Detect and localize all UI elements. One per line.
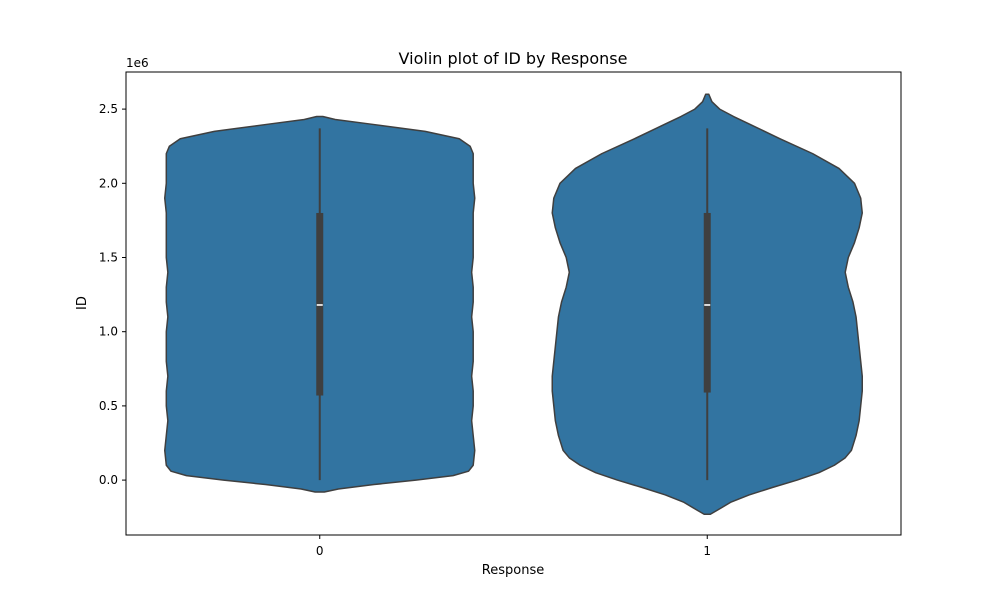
chart-title: Violin plot of ID by Response (399, 49, 628, 68)
y-tick-label: 1.0 (99, 325, 118, 339)
x-axis-label: Response (482, 563, 544, 578)
violin-group-1 (551, 93, 863, 515)
violins-layer (164, 93, 863, 515)
violin-iqr-box (703, 212, 711, 393)
y-tick-label: 1.5 (99, 250, 118, 264)
y-tick-label: 2.0 (99, 176, 118, 190)
violin-group-0 (164, 115, 476, 493)
y-axis-offset-label: 1e6 (126, 56, 149, 70)
plot-area-frame (125, 71, 902, 536)
y-tick-label: 0.5 (99, 399, 118, 413)
x-tick-label: 1 (703, 544, 711, 558)
x-tick-label: 0 (316, 544, 324, 558)
y-tick-label: 2.5 (99, 102, 118, 116)
y-axis: 0.0 0.5 1.0 1.5 2.0 2.5 (99, 102, 126, 487)
y-axis-label: ID (75, 296, 90, 310)
y-tick-label: 0.0 (99, 473, 118, 487)
